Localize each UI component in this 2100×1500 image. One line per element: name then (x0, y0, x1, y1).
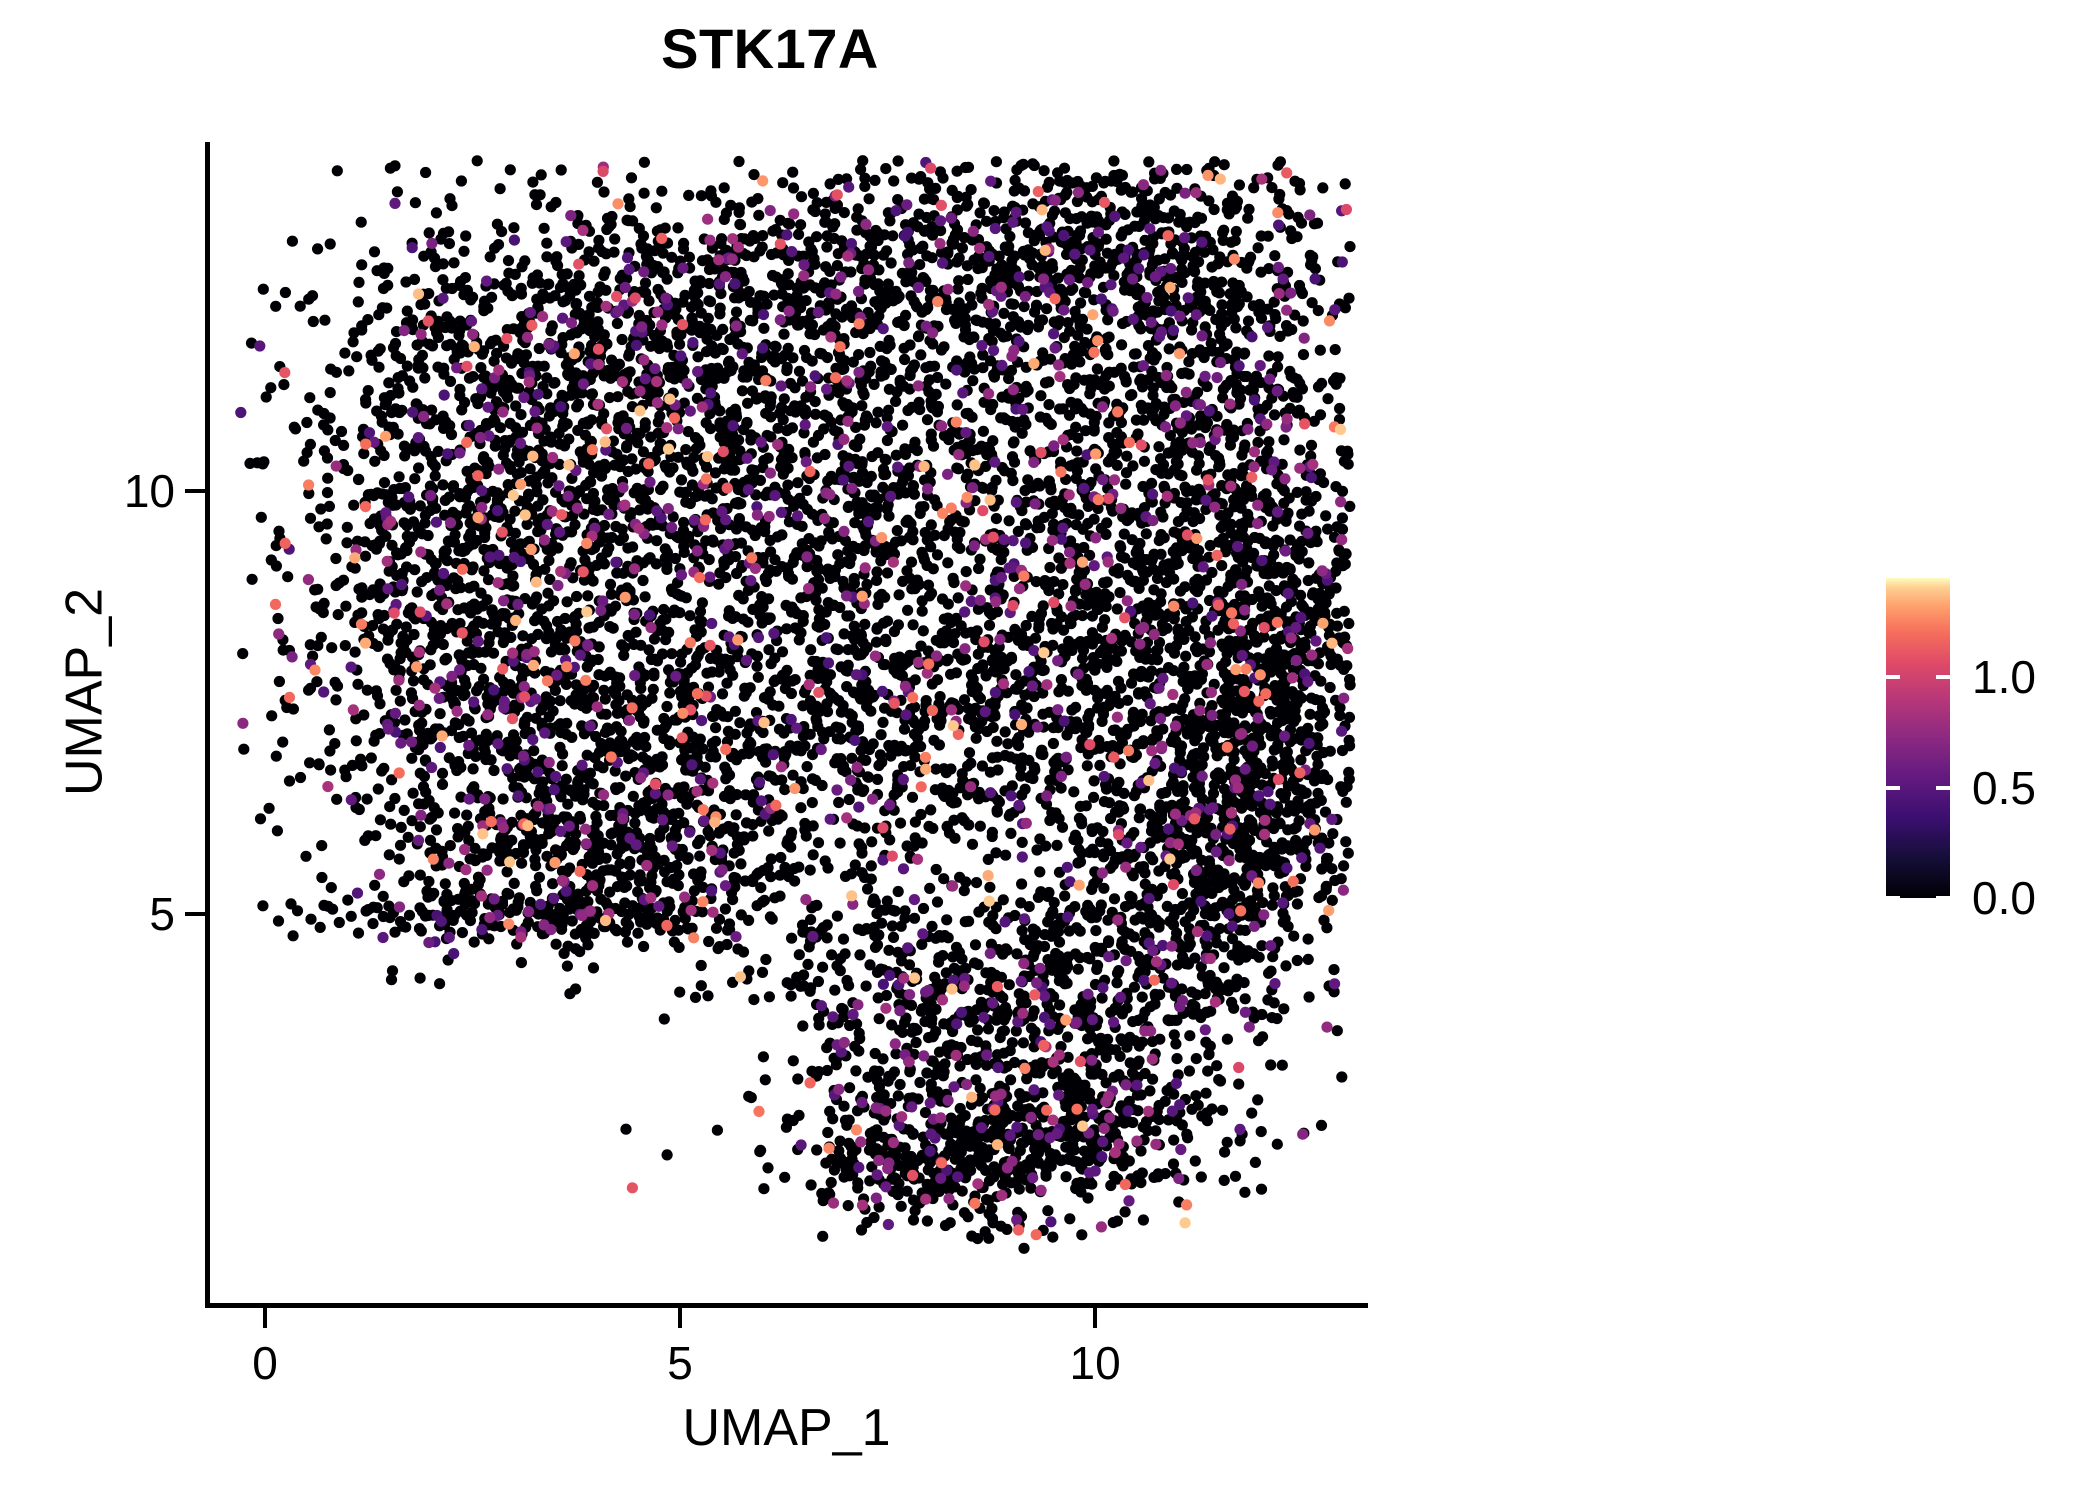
colorbar-legend: 1.0 0.5 0.0 (1886, 578, 2086, 924)
colorbar-tick-label: 1.0 (1972, 651, 2036, 704)
y-axis-tick-label: 5 (149, 887, 175, 940)
x-axis-tick (678, 1308, 683, 1328)
colorbar-tick (1936, 675, 1950, 680)
plot-panel (205, 142, 1367, 1305)
colorbar-gradient (1886, 578, 1950, 898)
colorbar-tick-label: 0.5 (1972, 761, 2036, 814)
x-axis-tick-label: 10 (1069, 1337, 1121, 1389)
x-axis-tick-label: 0 (252, 1337, 278, 1389)
colorbar-tick (1886, 675, 1900, 680)
x-axis-tick-label: 5 (667, 1337, 693, 1389)
scatter-svg (235, 155, 1356, 1254)
y-axis-tick-label: 10 (123, 464, 175, 517)
page-title: STK17A (661, 17, 879, 80)
colorbar-tick (1886, 785, 1900, 790)
colorbar-tick (1936, 785, 1950, 790)
y-axis-line (205, 142, 210, 1308)
x-axis-tick (1093, 1308, 1098, 1328)
x-axis-line (205, 1303, 1368, 1308)
colorbar-tick (1936, 896, 1950, 900)
y-axis-tick (185, 911, 205, 916)
scatter-points-layer (205, 142, 1367, 1305)
y-axis-tick (185, 488, 205, 493)
colorbar-tick (1886, 896, 1900, 900)
colorbar-tick-label: 0.0 (1972, 872, 2036, 924)
x-axis-tick (263, 1308, 268, 1328)
x-axis-title: UMAP_1 (682, 1399, 891, 1457)
y-axis-title: UMAP_2 (55, 587, 114, 797)
